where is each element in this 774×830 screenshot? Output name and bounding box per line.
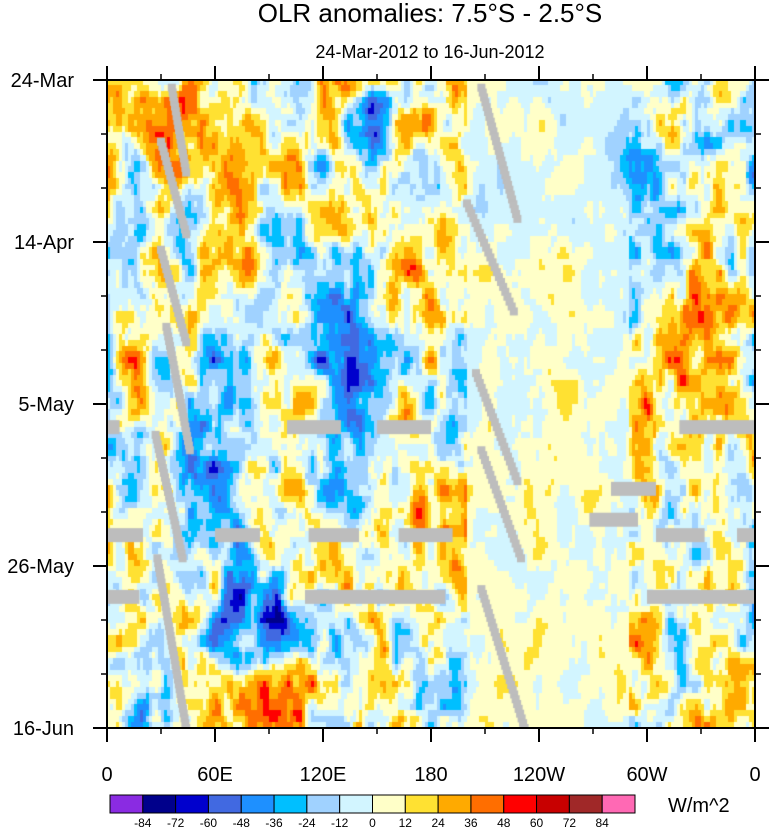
colorbar-tick-label: -84 bbox=[134, 816, 152, 830]
colorbar-units: W/m^2 bbox=[668, 795, 730, 817]
y-axis: 24-Mar 14-Apr 5-May 26-May 16-Jun bbox=[7, 70, 769, 740]
x-tick-label: 60E bbox=[197, 764, 233, 786]
colorbar-swatch bbox=[175, 794, 209, 814]
colorbar-tick-label: 36 bbox=[464, 816, 478, 830]
chart-subtitle: 24-Mar-2012 to 16-Jun-2012 bbox=[315, 42, 544, 62]
colorbar-swatch bbox=[568, 794, 603, 814]
colorbar-tick-label: 48 bbox=[497, 816, 511, 830]
y-tick-label: 5-May bbox=[18, 394, 74, 416]
y-tick-label: 16-Jun bbox=[13, 718, 74, 740]
y-tick-label: 14-Apr bbox=[14, 232, 74, 254]
x-tick-label: 60W bbox=[626, 764, 667, 786]
plot-area bbox=[106, 79, 756, 729]
colorbar-swatch bbox=[372, 794, 406, 814]
y-tick-label: 26-May bbox=[7, 556, 74, 578]
colorbar-swatch bbox=[437, 794, 472, 814]
colorbar-tick-label: 12 bbox=[399, 816, 413, 830]
colorbar-tick-label: -60 bbox=[200, 816, 218, 830]
colorbar-swatch bbox=[306, 794, 341, 814]
x-tick-label: 180 bbox=[414, 764, 447, 786]
x-tick-label: 120E bbox=[300, 764, 347, 786]
y-tick-label: 24-Mar bbox=[11, 70, 75, 92]
colorbar-swatch bbox=[601, 794, 636, 814]
colorbar-tick-label: 0 bbox=[369, 816, 376, 830]
x-tick-label: 0 bbox=[101, 764, 112, 786]
colorbar-tick-label: -36 bbox=[265, 816, 283, 830]
colorbar-tick-label: -48 bbox=[233, 816, 251, 830]
chart-title: OLR anomalies: 7.5°S - 2.5°S bbox=[258, 0, 603, 28]
colorbar-swatch bbox=[273, 794, 308, 814]
x-axis: 0 60E 120E 180 120W 60W 0 bbox=[101, 66, 761, 786]
colorbar-swatch bbox=[404, 794, 439, 814]
colorbar-tick-label: -72 bbox=[167, 816, 185, 830]
x-tick-label: 0 bbox=[749, 764, 760, 786]
colorbar-tick-label: 84 bbox=[596, 816, 610, 830]
colorbar-tick-label: 24 bbox=[431, 816, 445, 830]
colorbar-swatch bbox=[109, 794, 144, 814]
colorbar-tick-label: 72 bbox=[563, 816, 577, 830]
colorbar-tick-label: -24 bbox=[298, 816, 316, 830]
colorbar-swatch bbox=[207, 794, 242, 814]
x-tick-label: 120W bbox=[513, 764, 565, 786]
colorbar-swatch bbox=[142, 794, 177, 814]
colorbar-tick-label: 60 bbox=[530, 816, 544, 830]
colorbar-swatch bbox=[240, 794, 275, 814]
colorbar-swatch bbox=[503, 794, 538, 814]
colorbar: -84 -72 -60 -48 -36 -24 -12 0 12 24 36 48 60 72 84 bbox=[109, 794, 636, 830]
colorbar-swatch bbox=[339, 794, 373, 814]
colorbar-swatch bbox=[470, 794, 505, 814]
heatmap-canvas bbox=[107, 80, 755, 728]
colorbar-swatch bbox=[536, 794, 570, 814]
colorbar-tick-label: -12 bbox=[331, 816, 349, 830]
